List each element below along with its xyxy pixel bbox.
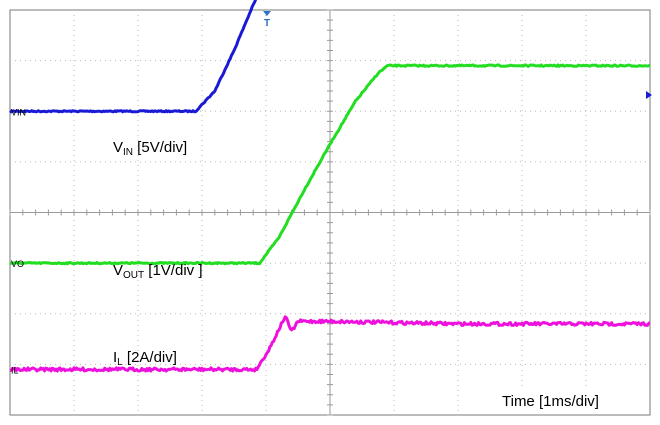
trace-vin — [9, 0, 258, 114]
channel-tag-vo: VO — [11, 259, 24, 269]
trigger-level-marker — [646, 91, 652, 99]
trace-vo — [9, 63, 651, 266]
series-label-il: IL [2A/div] — [113, 349, 177, 368]
trigger-marker-label: T — [264, 18, 270, 29]
annotation-box — [492, 388, 632, 412]
series-label-vin: VIN [5V/div] — [113, 139, 187, 158]
series-labels: VIN [5V/div] VOUT [1V/div ] IL [2A/div] — [113, 139, 202, 368]
channel-tag-vin: VIN — [11, 107, 26, 117]
trigger-marker: T — [263, 11, 271, 29]
channel-tags: VIN VO IL — [11, 107, 26, 375]
time-scale-annotation: Time [1ms/div] — [502, 393, 599, 410]
series-label-vo: VOUT [1V/div ] — [113, 262, 202, 281]
trace-il — [9, 315, 651, 373]
traces — [9, 0, 651, 373]
grid — [9, 9, 651, 416]
channel-tag-il: IL — [11, 365, 19, 375]
